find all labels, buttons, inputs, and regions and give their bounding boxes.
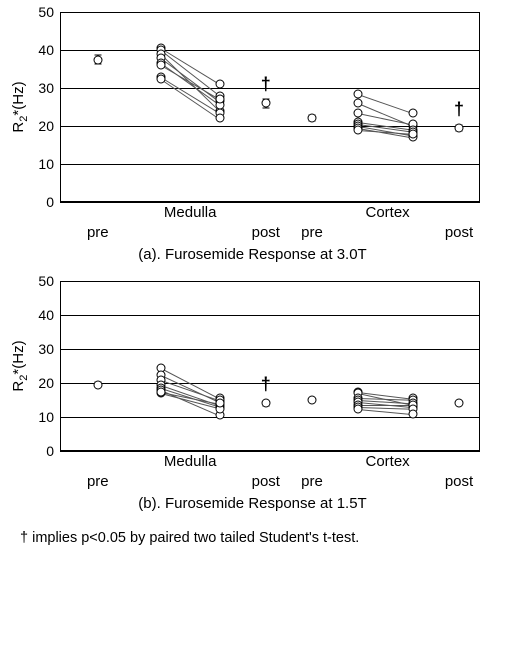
panel-b: R2*(Hz) 01020304050preMedullapost†preCor… (12, 281, 493, 512)
xtick-label: post (252, 202, 280, 241)
data-marker (215, 114, 224, 123)
footnote: † implies p<0.05 by paired two tailed St… (20, 530, 493, 546)
xtick-label: post (445, 451, 473, 490)
caption-a: (a). Furosemide Response at 3.0T (12, 246, 493, 263)
xtick-label: Medulla (164, 202, 217, 221)
data-marker (156, 387, 165, 396)
xtick-label: pre (87, 451, 109, 490)
data-marker (408, 108, 417, 117)
xtick-label: Cortex (366, 202, 410, 221)
ylabel-b: R2*(Hz) (10, 340, 30, 391)
gridline (60, 315, 480, 316)
data-marker (354, 125, 363, 134)
data-marker (215, 95, 224, 104)
xtick-label: pre (87, 202, 109, 241)
gridline (60, 164, 480, 165)
ytick-label: 0 (46, 194, 60, 210)
ytick-label: 30 (38, 80, 60, 96)
xtick-label: pre (301, 202, 323, 241)
data-marker (408, 129, 417, 138)
xtick-label: Medulla (164, 451, 217, 470)
plot-a: 01020304050preMedullapost†preCortexpost† (60, 12, 480, 202)
data-marker (354, 89, 363, 98)
gridline (60, 417, 480, 418)
connector-line (358, 405, 413, 406)
data-marker (408, 409, 417, 418)
data-marker (261, 399, 270, 408)
xtick-label: pre (301, 451, 323, 490)
plot-border (60, 12, 480, 202)
ytick-label: 0 (46, 443, 60, 459)
data-marker (93, 380, 102, 389)
panel-a: R2*(Hz) 01020304050preMedullapost†preCor… (12, 12, 493, 263)
dagger-icon: † (454, 99, 464, 120)
data-marker (215, 80, 224, 89)
xtick-label: Cortex (366, 451, 410, 470)
plot-b: 01020304050preMedullapost†preCortexpost (60, 281, 480, 451)
data-marker (93, 55, 102, 64)
gridline (60, 50, 480, 51)
data-marker (215, 399, 224, 408)
dagger-icon: † (261, 374, 271, 395)
ytick-label: 20 (38, 118, 60, 134)
data-marker (354, 99, 363, 108)
data-marker (261, 99, 270, 108)
gridline (60, 12, 480, 13)
data-marker (455, 123, 464, 132)
data-marker (354, 404, 363, 413)
data-marker (308, 114, 317, 123)
dagger-icon: † (261, 74, 271, 95)
caption-b: (b). Furosemide Response at 1.5T (12, 495, 493, 512)
data-marker (455, 399, 464, 408)
gridline (60, 281, 480, 282)
ytick-label: 10 (38, 156, 60, 172)
ytick-label: 30 (38, 341, 60, 357)
ytick-label: 20 (38, 375, 60, 391)
xtick-label: post (445, 202, 473, 241)
ytick-label: 50 (38, 4, 60, 20)
ylabel-a: R2*(Hz) (10, 81, 30, 132)
data-marker (156, 61, 165, 70)
data-marker (308, 396, 317, 405)
ytick-label: 40 (38, 307, 60, 323)
data-marker (354, 108, 363, 117)
ytick-label: 50 (38, 273, 60, 289)
plot-border (60, 281, 480, 451)
ytick-label: 10 (38, 409, 60, 425)
gridline (60, 349, 480, 350)
ytick-label: 40 (38, 42, 60, 58)
xtick-label: post (252, 451, 280, 490)
data-marker (156, 74, 165, 83)
